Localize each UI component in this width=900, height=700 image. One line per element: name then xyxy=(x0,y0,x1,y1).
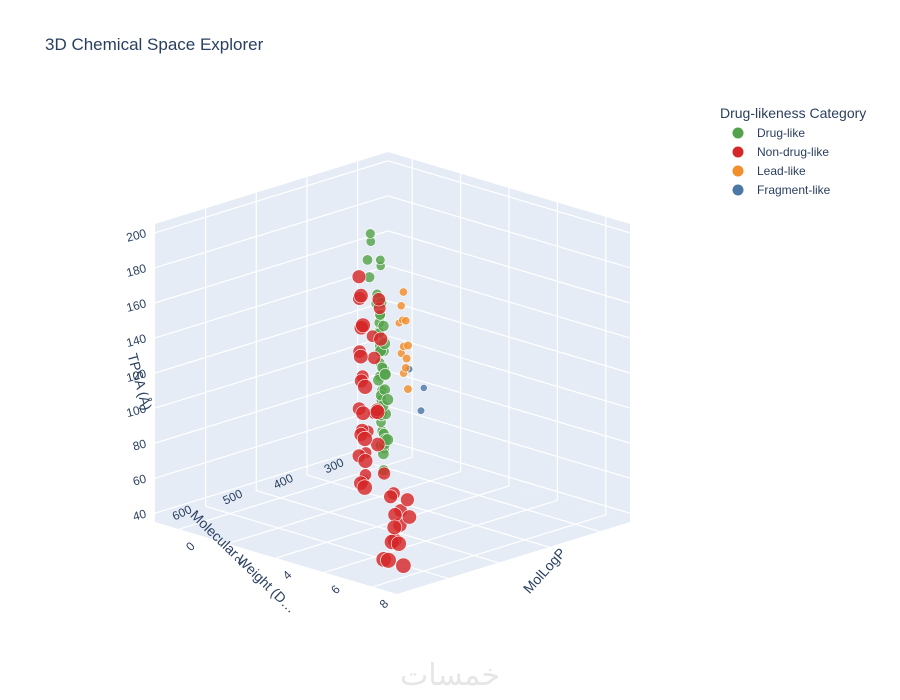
data-point-drug-like[interactable] xyxy=(379,368,392,381)
x-tick-label: 4 xyxy=(280,568,295,583)
gridline-x xyxy=(324,499,558,573)
data-point-non-drug-like[interactable] xyxy=(351,269,367,284)
data-point-non-drug-like[interactable] xyxy=(383,489,398,504)
gridline-z xyxy=(154,160,389,234)
data-point-non-drug-like[interactable] xyxy=(355,317,371,333)
data-point-non-drug-like[interactable] xyxy=(353,349,369,365)
gridline-z xyxy=(387,300,631,374)
legend-marker-fragment-like xyxy=(732,184,744,196)
gridline-x xyxy=(372,514,606,588)
z-tick-label: 160 xyxy=(125,296,148,315)
z-tick-label: 200 xyxy=(125,226,148,245)
legend-item-non-drug-like[interactable]: Non-drug-like xyxy=(732,145,830,159)
z-tick-label: 80 xyxy=(131,436,148,453)
data-markers xyxy=(351,228,428,574)
data-point-non-drug-like[interactable] xyxy=(373,331,389,347)
gridline-y xyxy=(306,474,550,548)
legend-label-lead-like: Lead-like xyxy=(757,164,806,178)
gridline-y xyxy=(256,490,499,564)
gridline-z xyxy=(387,370,631,444)
data-point-non-drug-like[interactable] xyxy=(369,404,386,420)
data-point-drug-like[interactable] xyxy=(377,320,390,332)
data-point-non-drug-like[interactable] xyxy=(377,466,391,481)
legend-item-drug-like[interactable]: Drug-like xyxy=(732,126,806,140)
x-tick-label: 6 xyxy=(328,582,343,597)
data-point-fragment-like[interactable] xyxy=(416,406,426,415)
data-point-drug-like[interactable] xyxy=(375,254,386,266)
gridline-z xyxy=(387,335,631,409)
data-point-non-drug-like[interactable] xyxy=(371,292,386,307)
data-point-drug-like[interactable] xyxy=(381,393,394,406)
data-point-lead-like[interactable] xyxy=(401,316,411,326)
data-point-non-drug-like[interactable] xyxy=(357,453,374,469)
gridline-z xyxy=(387,440,631,514)
z-tick-label: 60 xyxy=(131,471,148,488)
data-point-drug-like[interactable] xyxy=(361,254,373,266)
data-point-non-drug-like[interactable] xyxy=(380,552,397,569)
gridline-z xyxy=(154,300,389,374)
data-point-non-drug-like[interactable] xyxy=(386,519,403,536)
legend-item-lead-like[interactable]: Lead-like xyxy=(732,164,807,178)
z-tick-label: 180 xyxy=(125,261,148,280)
data-point-non-drug-like[interactable] xyxy=(390,535,407,552)
gridline-z xyxy=(154,230,389,304)
data-point-non-drug-like[interactable] xyxy=(356,479,373,496)
gridline-z xyxy=(154,335,389,409)
legend-label-drug-like: Drug-like xyxy=(757,126,805,140)
gridline-z xyxy=(154,405,389,479)
legend-marker-lead-like xyxy=(732,165,744,177)
gridlines xyxy=(154,159,631,588)
gridline-z xyxy=(154,440,389,514)
watermark: خمسات xyxy=(400,658,500,693)
data-point-lead-like[interactable] xyxy=(396,301,406,311)
legend-label-fragment-like: Fragment-like xyxy=(757,183,831,197)
gridline-z xyxy=(387,405,631,479)
legend-item-fragment-like[interactable]: Fragment-like xyxy=(732,183,831,197)
z-tick-label: 100 xyxy=(125,401,148,420)
legend: Drug-likeness Category Drug-like Non-dru… xyxy=(720,105,866,197)
data-point-non-drug-like[interactable] xyxy=(400,492,415,507)
gridline-z xyxy=(154,265,389,339)
gridline-z xyxy=(154,195,389,269)
data-point-fragment-like[interactable] xyxy=(419,383,428,392)
gridline-z xyxy=(154,370,389,444)
data-point-non-drug-like[interactable] xyxy=(370,436,386,452)
legend-title: Drug-likeness Category xyxy=(720,105,866,121)
data-point-non-drug-like[interactable] xyxy=(353,288,369,304)
data-point-non-drug-like[interactable] xyxy=(395,557,412,574)
data-point-non-drug-like[interactable] xyxy=(357,378,373,395)
legend-marker-drug-like xyxy=(732,127,744,139)
data-point-lead-like[interactable] xyxy=(398,287,408,297)
data-point-non-drug-like[interactable] xyxy=(367,350,382,365)
data-point-lead-like[interactable] xyxy=(401,363,411,373)
legend-marker-non-drug-like xyxy=(732,146,744,158)
gridline-z xyxy=(387,195,631,269)
data-point-non-drug-like[interactable] xyxy=(355,405,371,421)
legend-label-non-drug-like: Non-drug-like xyxy=(757,145,829,159)
x-tick-label: 8 xyxy=(377,596,392,611)
gridline-z xyxy=(387,160,631,234)
3d-scene[interactable]: 0246830040050060040608010012014016018020… xyxy=(125,152,631,611)
gridline-x xyxy=(179,456,413,530)
gridline-z xyxy=(387,230,631,304)
data-point-lead-like[interactable] xyxy=(403,340,413,351)
z-tick-label: 120 xyxy=(125,366,148,385)
data-point-drug-like[interactable] xyxy=(365,228,376,239)
data-point-lead-like[interactable] xyxy=(403,384,413,394)
data-point-non-drug-like[interactable] xyxy=(387,507,403,523)
chart-title: 3D Chemical Space Explorer xyxy=(45,35,264,54)
data-point-non-drug-like[interactable] xyxy=(401,509,417,525)
data-point-lead-like[interactable] xyxy=(402,353,412,364)
gridline-x xyxy=(227,471,461,545)
gridline-z xyxy=(387,265,631,339)
z-tick-label: 40 xyxy=(131,507,148,524)
gridline-y xyxy=(357,458,600,532)
x-tick-label: 0 xyxy=(183,539,198,554)
data-point-non-drug-like[interactable] xyxy=(356,430,373,447)
z-tick-label: 140 xyxy=(125,331,148,350)
